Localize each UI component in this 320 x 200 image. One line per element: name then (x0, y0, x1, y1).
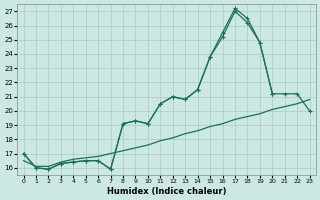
X-axis label: Humidex (Indice chaleur): Humidex (Indice chaleur) (107, 187, 226, 196)
